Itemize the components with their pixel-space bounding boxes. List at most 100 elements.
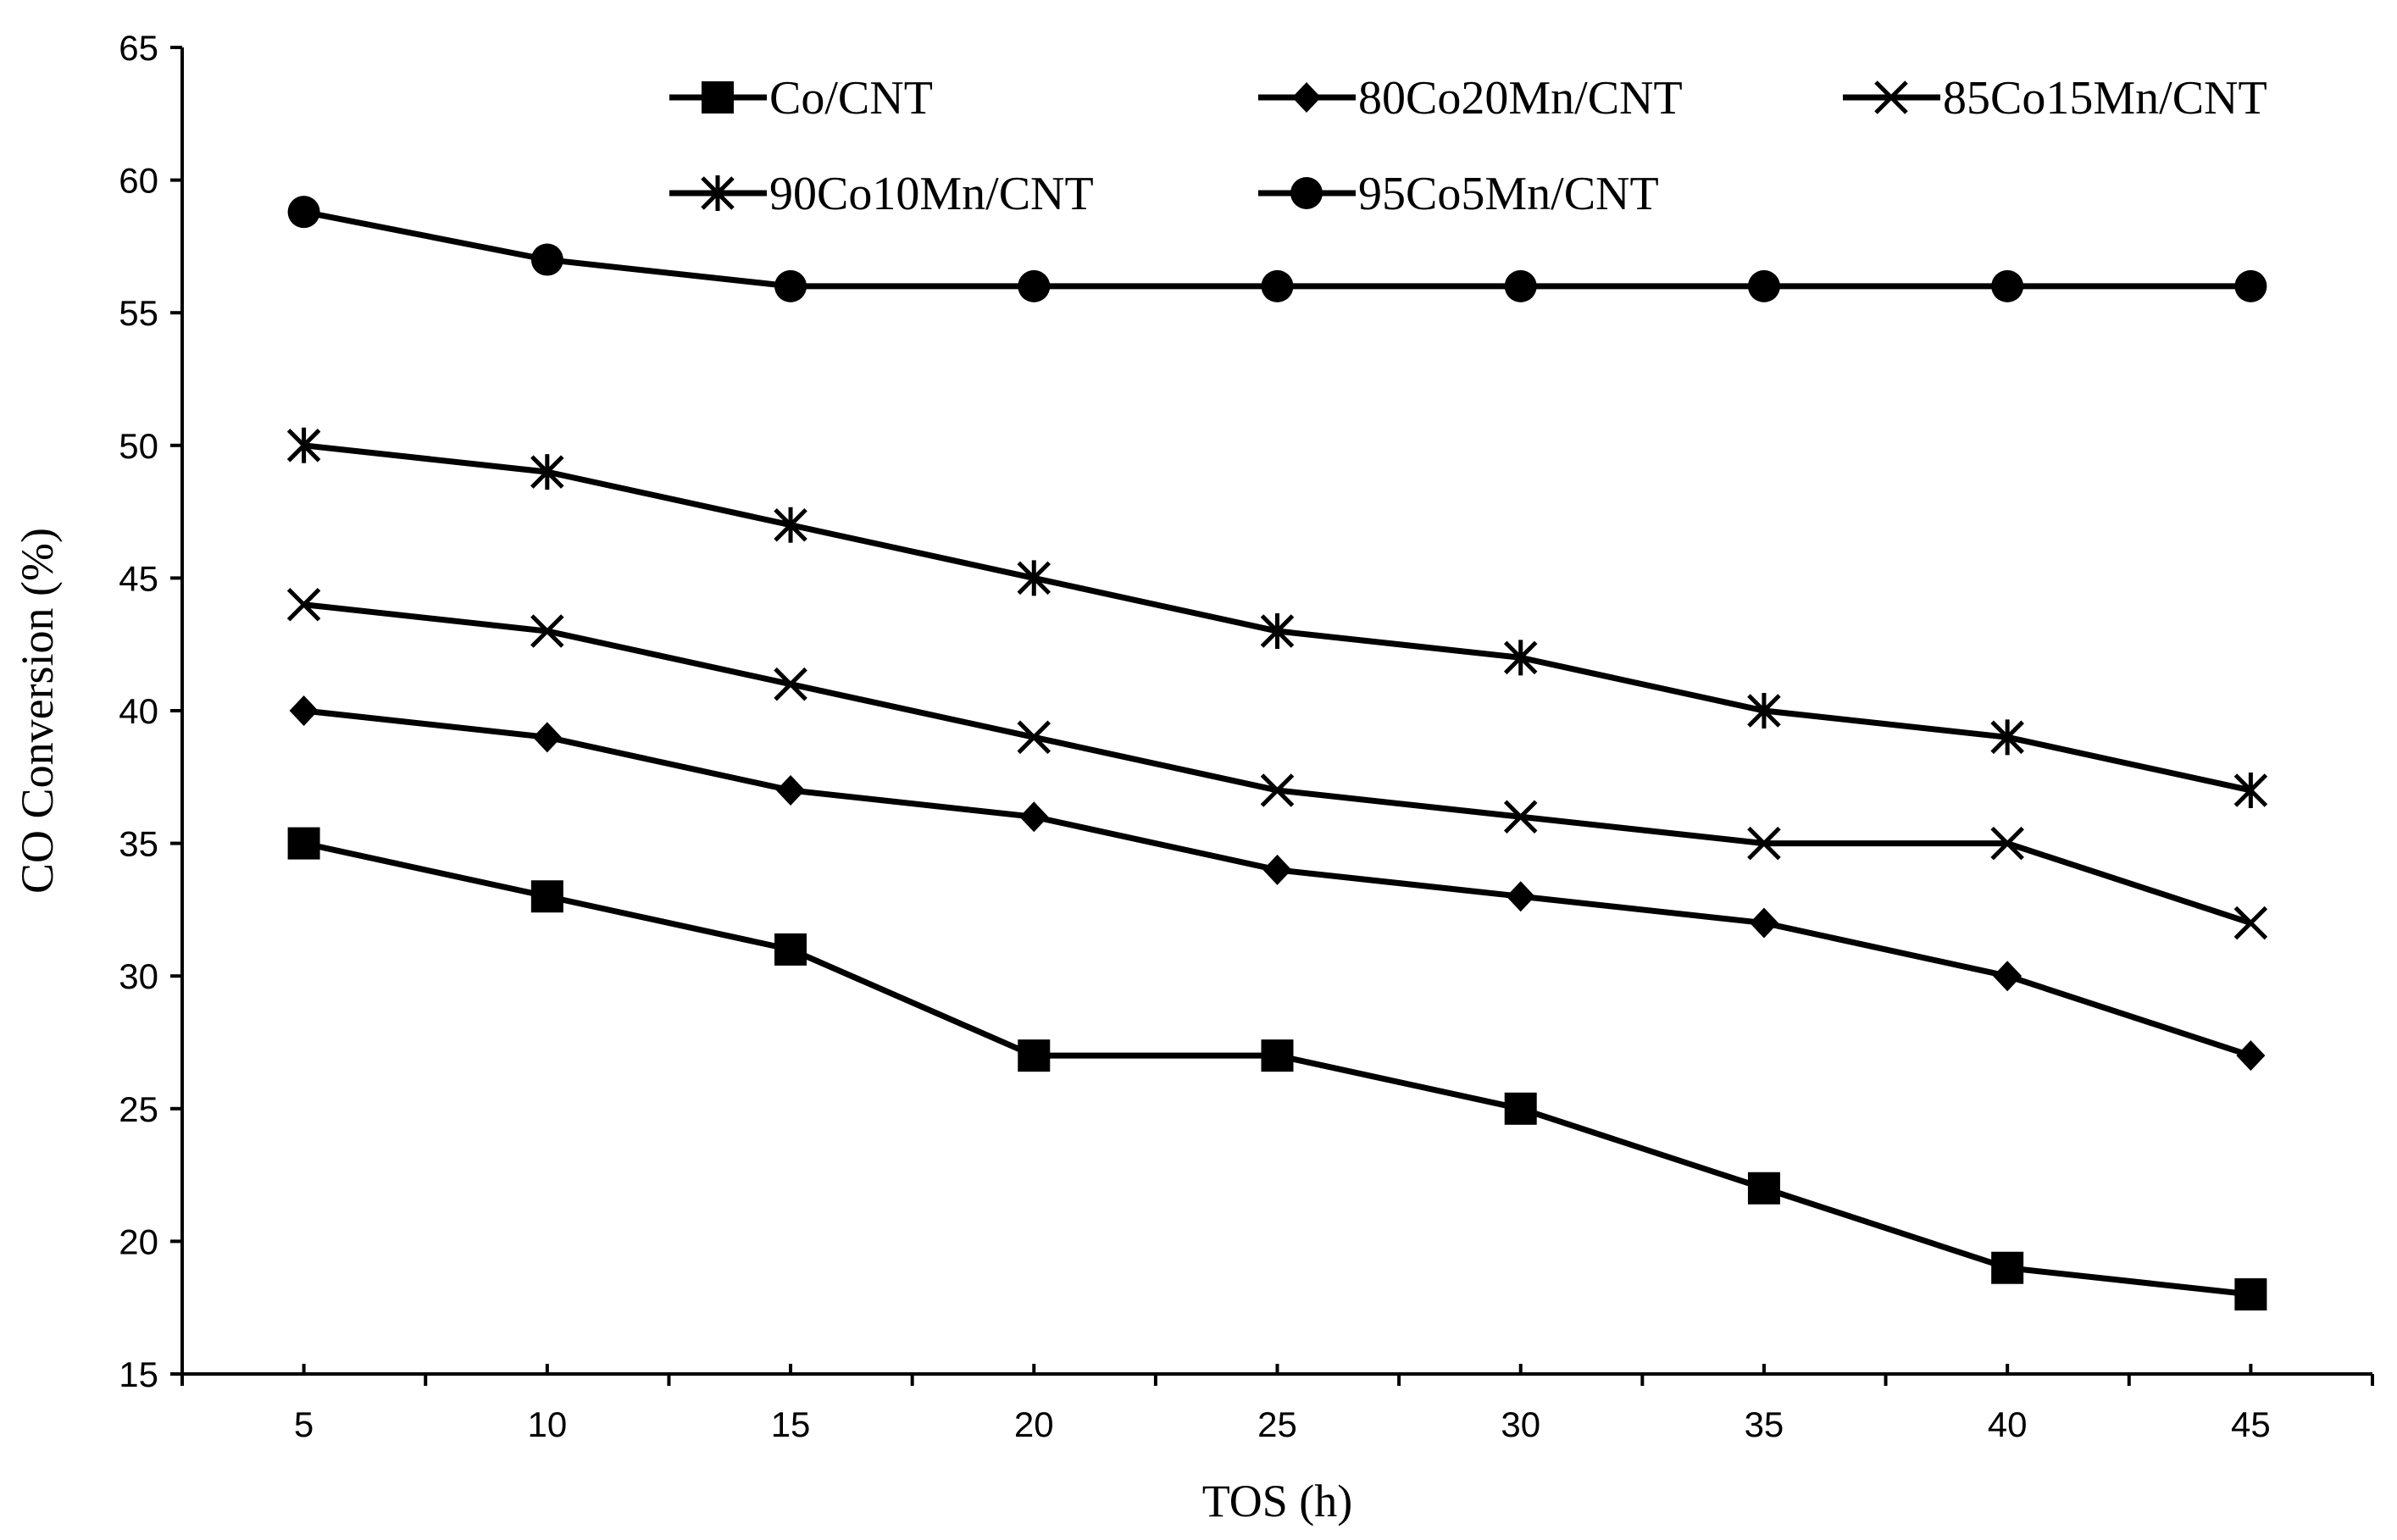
data-point: [1503, 640, 1538, 676]
diamond-marker-icon: [1506, 881, 1535, 912]
circle-marker-icon: [1504, 269, 1537, 302]
legend-label: Co/CNT: [769, 72, 933, 125]
x-tick-label: 45: [2231, 1404, 2271, 1444]
diamond-marker-icon: [1262, 854, 1292, 885]
data-point: [1504, 269, 1537, 302]
x-marker-icon: [2233, 906, 2268, 940]
asterisk-marker-icon: [1260, 613, 1295, 650]
x-tick-label: 20: [1014, 1404, 1054, 1444]
x-axis-title: TOS (h): [1202, 1476, 1353, 1526]
legend-item: Co/CNT: [669, 72, 933, 125]
legend-marker: [701, 175, 735, 211]
circle-marker-icon: [1290, 177, 1323, 209]
data-point: [1506, 881, 1535, 912]
circle-marker-icon: [1747, 269, 1780, 302]
data-point: [2236, 1040, 2266, 1072]
circle-marker-icon: [2234, 269, 2267, 302]
square-marker-icon: [2234, 1278, 2267, 1311]
data-point: [287, 196, 320, 229]
legend-item: 80Co20Mn/CNT: [1258, 72, 1683, 125]
y-tick-label: 50: [119, 426, 158, 466]
x-marker-icon: [1503, 800, 1538, 834]
asterisk-marker-icon: [1747, 693, 1781, 728]
legend-marker: [1292, 82, 1321, 113]
legend-item: 90Co10Mn/CNT: [669, 168, 1094, 220]
square-marker-icon: [530, 880, 563, 913]
data-point: [1018, 269, 1051, 302]
legend: Co/CNT 80Co20Mn/CNT 85Co15Mn/CNT 90Co10Mn/C…: [669, 72, 2267, 220]
x-tick-label: 10: [527, 1404, 567, 1444]
y-tick-label: 35: [119, 824, 158, 864]
circle-marker-icon: [530, 243, 563, 276]
data-point: [1991, 1251, 2024, 1284]
legend-label: 85Co15Mn/CNT: [1943, 72, 2267, 125]
diamond-marker-icon: [1292, 82, 1321, 113]
legend-marker: [1290, 177, 1323, 209]
x-tick-label: 30: [1501, 1404, 1540, 1444]
legend-label: 90Co10Mn/CNT: [769, 168, 1094, 220]
data-point: [1503, 800, 1538, 834]
data-point: [530, 880, 563, 913]
data-point: [774, 667, 807, 701]
square-marker-icon: [774, 933, 807, 966]
data-point: [2233, 772, 2268, 808]
data-point: [2234, 1278, 2267, 1311]
legend-label: 95Co5Mn/CNT: [1358, 168, 1659, 220]
legend-item: 85Co15Mn/CNT: [1843, 72, 2267, 125]
data-point: [1990, 826, 2024, 861]
asterisk-marker-icon: [1017, 560, 1051, 596]
x-marker-icon: [1017, 720, 1051, 755]
data-point: [530, 243, 563, 276]
x-tick-label: 15: [771, 1404, 811, 1444]
data-point: [1747, 693, 1781, 728]
diamond-marker-icon: [1019, 801, 1049, 833]
square-marker-icon: [1991, 1251, 2024, 1284]
asterisk-marker-icon: [530, 454, 564, 490]
asterisk-marker-icon: [1503, 640, 1538, 676]
data-point: [1260, 773, 1295, 807]
square-marker-icon: [287, 827, 320, 860]
series-3: [286, 587, 2268, 940]
x-marker-icon: [1874, 80, 1908, 114]
data-point: [1991, 269, 2024, 302]
data-point: [530, 614, 564, 648]
y-tick-label: 40: [119, 691, 158, 731]
series-1: [287, 827, 2267, 1311]
diamond-marker-icon: [1993, 961, 2022, 992]
data-point: [1747, 269, 1780, 302]
data-point: [289, 695, 319, 726]
series-5: [287, 196, 2267, 302]
data-point: [286, 427, 321, 463]
square-marker-icon: [1504, 1092, 1537, 1125]
data-point: [1747, 1172, 1780, 1205]
data-point: [774, 507, 807, 543]
y-tick-label: 15: [119, 1354, 158, 1394]
data-point: [1262, 854, 1292, 885]
data-point: [532, 722, 562, 753]
data-point: [1017, 720, 1051, 755]
diamond-marker-icon: [1749, 907, 1778, 939]
diamond-marker-icon: [532, 722, 562, 753]
data-point: [1749, 907, 1778, 939]
data-point: [1993, 961, 2022, 992]
asterisk-marker-icon: [701, 175, 735, 211]
square-marker-icon: [1747, 1172, 1780, 1205]
y-tick-label: 45: [119, 558, 158, 598]
asterisk-marker-icon: [286, 427, 321, 463]
x-tick-label: 5: [294, 1404, 313, 1444]
data-point: [776, 774, 806, 806]
data-point: [1017, 560, 1051, 596]
diamond-marker-icon: [776, 774, 806, 806]
data-point: [1504, 1092, 1537, 1125]
x-tick-label: 25: [1257, 1404, 1297, 1444]
y-tick-label: 30: [119, 956, 158, 996]
square-marker-icon: [702, 81, 734, 114]
square-marker-icon: [1261, 1039, 1294, 1072]
data-point: [2234, 269, 2267, 302]
asterisk-marker-icon: [1990, 719, 2024, 756]
series-2: [289, 695, 2266, 1072]
y-tick-label: 25: [119, 1089, 158, 1129]
x-marker-icon: [774, 667, 807, 701]
x-tick-label: 35: [1745, 1404, 1784, 1444]
